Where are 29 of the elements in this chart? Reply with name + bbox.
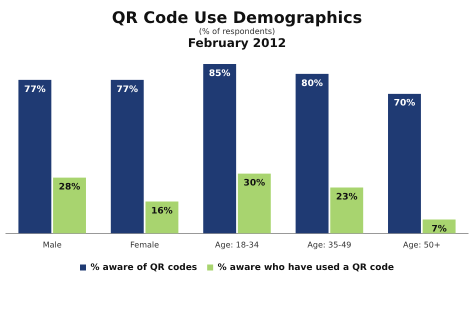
data-label: 7% bbox=[431, 224, 447, 234]
bar bbox=[110, 80, 144, 234]
chart-subtitle: (% of respondents) bbox=[198, 27, 276, 36]
legend-label: % aware of QR codes bbox=[90, 262, 198, 273]
x-tick-label: Age: 50+ bbox=[403, 240, 441, 250]
data-label: 23% bbox=[336, 192, 358, 202]
data-label: 28% bbox=[58, 182, 80, 192]
bar bbox=[53, 178, 86, 234]
data-label: 16% bbox=[151, 206, 173, 216]
data-label: 77% bbox=[24, 84, 46, 95]
bar bbox=[330, 188, 364, 234]
x-tick-label: Male bbox=[42, 240, 62, 250]
data-label: 30% bbox=[244, 178, 266, 188]
x-tick-label: Age: 18-34 bbox=[215, 240, 259, 250]
bar bbox=[18, 80, 52, 234]
chart-title: QR Code Use Demographics bbox=[110, 8, 364, 27]
x-tick-label: Age: 35-49 bbox=[307, 240, 352, 250]
bar bbox=[238, 174, 271, 234]
bar bbox=[145, 202, 178, 234]
text: February 2012 bbox=[186, 36, 288, 50]
data-label: 70% bbox=[394, 98, 416, 109]
data-label: 80% bbox=[301, 78, 323, 89]
x-tick-label: Female bbox=[130, 240, 160, 250]
data-label: 77% bbox=[116, 84, 138, 95]
bar bbox=[203, 64, 236, 234]
data-label: 85% bbox=[208, 68, 230, 79]
bar bbox=[296, 74, 329, 234]
legend-label: % aware who have used a QR code bbox=[218, 262, 394, 273]
bar bbox=[388, 94, 421, 234]
